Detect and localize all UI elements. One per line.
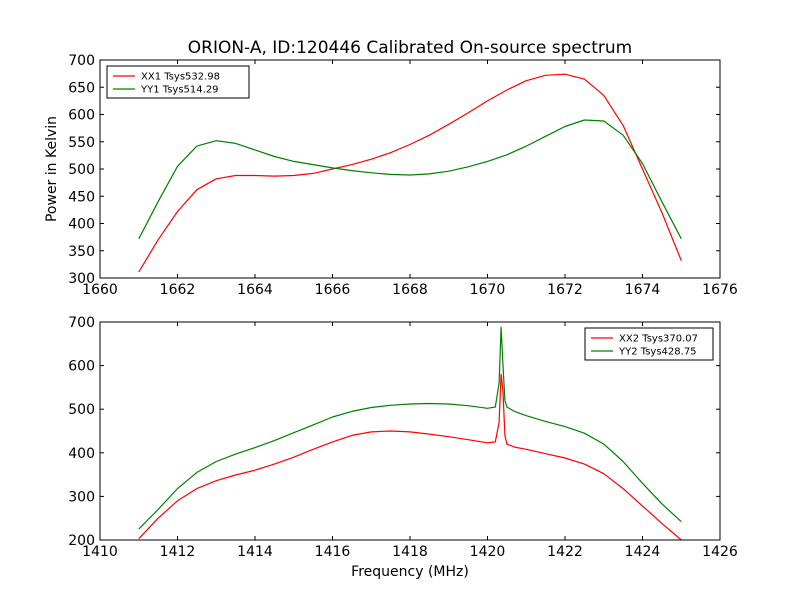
y-axis-label: Power in Kelvin <box>44 116 60 222</box>
series-line-2-1 <box>138 373 682 541</box>
y-tick-label: 600 <box>68 108 95 124</box>
x-tick-label: 1414 <box>237 544 273 560</box>
legend-entry: YY1 Tsys514.29 <box>140 85 219 96</box>
legend-entry: XX2 Tsys370.07 <box>619 334 698 345</box>
x-tick-label: 1664 <box>237 282 273 298</box>
x-tick-label: 1676 <box>702 282 738 298</box>
y-tick-label: 500 <box>68 402 95 418</box>
legend-box <box>106 65 250 99</box>
x-tick-label: 1416 <box>315 544 351 560</box>
series-line-2-2 <box>138 326 682 530</box>
x-tick-label: 1666 <box>315 282 351 298</box>
chart-panel-2: 1410 1412 1414 1416 1418 1420 1422 1424 1426 200 3… <box>68 315 738 580</box>
y-tick-label: 650 <box>68 80 95 96</box>
legend-entry: YY2 Tsys428.75 <box>618 347 697 358</box>
x-tick-label: 1672 <box>547 282 583 298</box>
legend-box <box>584 327 714 361</box>
y-tick-label: 450 <box>68 189 95 205</box>
x-axis-label: Frequency (MHz) <box>351 564 469 580</box>
y-tick-label: 300 <box>68 271 95 287</box>
y-tick-label: 700 <box>68 53 95 69</box>
chart-panel-1: 1660 1662 1664 1666 1668 1670 1672 1674 1676 300 3… <box>44 53 738 298</box>
series-line-1-2 <box>138 119 682 240</box>
y-tick-label: 550 <box>68 135 95 151</box>
x-tick-label: 1412 <box>160 544 196 560</box>
x-tick-label: 1422 <box>547 544 583 560</box>
x-tick-label: 1674 <box>625 282 661 298</box>
y-tick-label: 600 <box>68 359 95 375</box>
y-tick-label: 400 <box>68 217 95 233</box>
y-tick-label: 400 <box>68 446 95 462</box>
y-tick-label: 350 <box>68 244 95 260</box>
chart-title: ORION-A, ID:120446 Calibrated On-source … <box>188 38 632 58</box>
x-tick-label: 1420 <box>470 544 506 560</box>
legend: XX2 Tsys370.07 YY2 Tsys428.75 <box>584 327 714 361</box>
x-tick-label: 1668 <box>392 282 428 298</box>
y-tick-label: 700 <box>68 315 95 331</box>
y-tick-label: 200 <box>68 533 95 549</box>
x-tick-label: 1418 <box>392 544 428 560</box>
chart-panels: 1660 1662 1664 1666 1668 1670 1672 1674 1676 300 3… <box>44 53 738 580</box>
legend: XX1 Tsys532.98 YY1 Tsys514.29 <box>106 65 250 99</box>
x-tick-label: 1410 <box>82 544 118 560</box>
y-tick-label: 300 <box>68 489 95 505</box>
legend-entry: XX1 Tsys532.98 <box>141 72 220 83</box>
x-tick-label: 1670 <box>470 282 506 298</box>
x-tick-label: 1426 <box>702 544 738 560</box>
x-tick-label: 1662 <box>160 282 196 298</box>
series-line-1-1 <box>138 73 682 273</box>
x-tick-label: 1660 <box>82 282 118 298</box>
y-tick-label: 500 <box>68 162 95 178</box>
x-tick-label: 1424 <box>625 544 661 560</box>
